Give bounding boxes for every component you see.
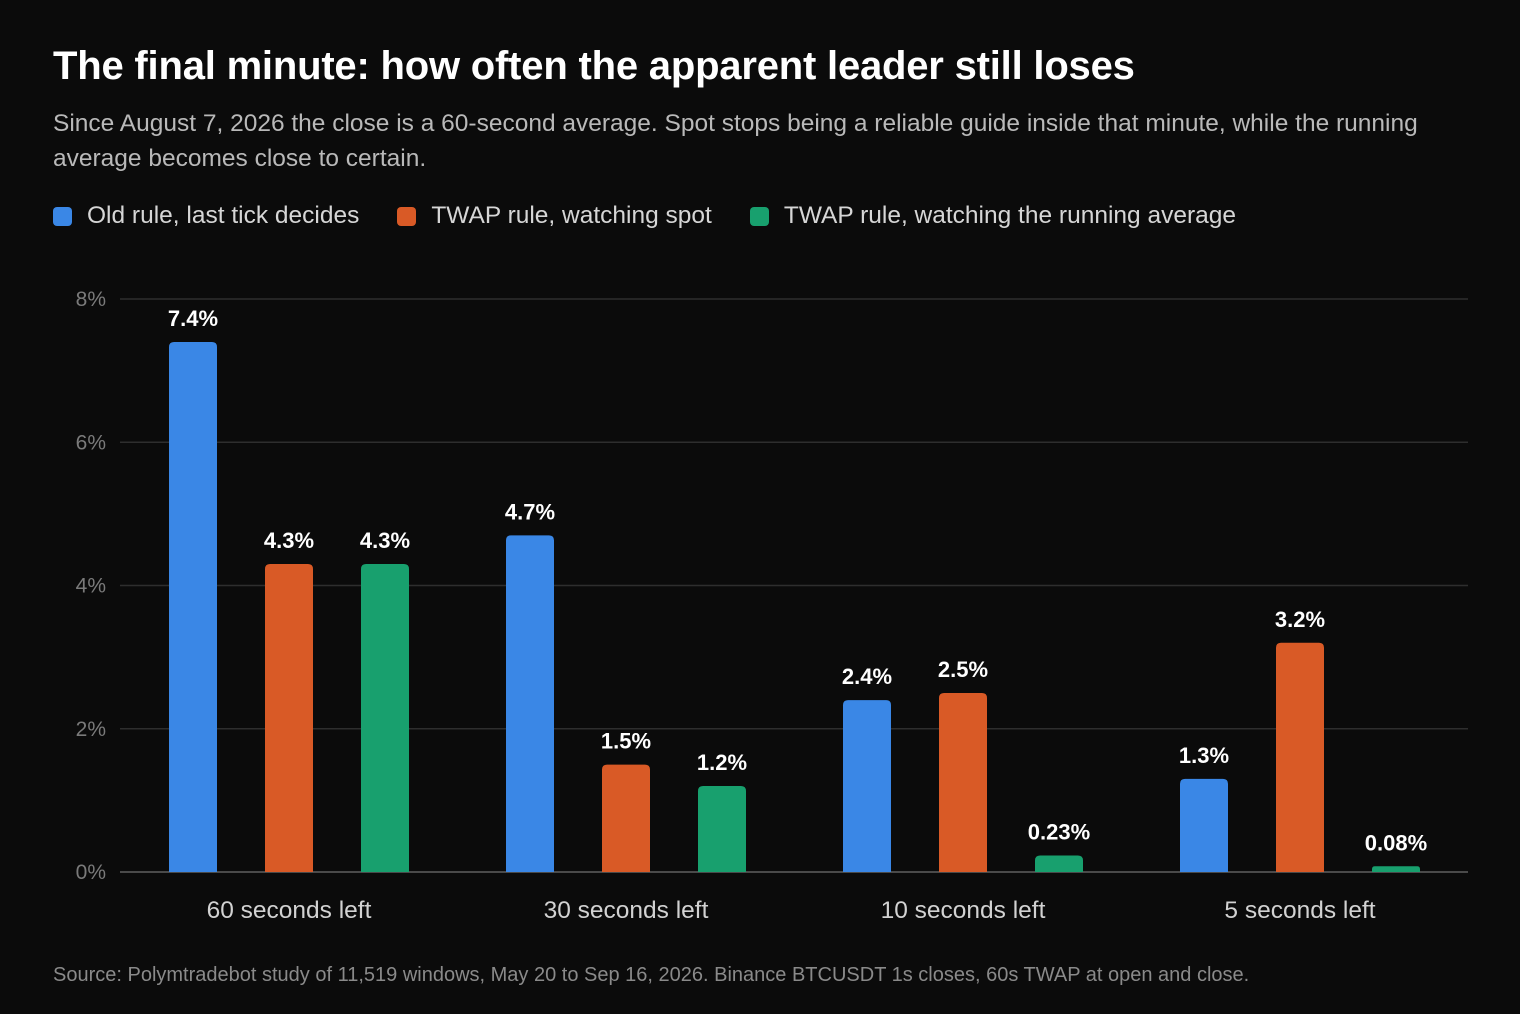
bar [1276,642,1324,872]
source-note: Source: Polymtradebot study of 11,519 wi… [53,964,1250,986]
y-tick-label: 6% [76,431,106,454]
data-label: 4.7% [505,499,555,524]
bar [1180,778,1228,872]
bar [698,786,746,872]
legend-label-twap-average: TWAP rule, watching the running average [783,202,1236,229]
data-label: 0.23% [1028,820,1090,845]
bar [506,535,554,872]
legend-label-old-rule: Old rule, last tick decides [87,202,360,229]
x-tick-label: 60 seconds left [207,897,372,924]
x-tick-label: 10 seconds left [881,897,1046,924]
y-tick-label: 0% [76,861,106,884]
bar [843,700,891,872]
data-label: 3.2% [1275,607,1325,632]
legend-item-twap-spot: TWAP rule, watching spot [397,202,712,230]
data-label: 1.3% [1179,743,1229,768]
data-label: 1.2% [697,750,747,775]
bar [602,764,650,872]
data-label: 2.4% [842,664,892,689]
legend-swatch-old-rule [53,206,72,226]
x-tick-label: 30 seconds left [544,897,709,924]
y-tick-label: 4% [76,575,106,598]
bar [361,564,409,872]
bar [939,692,987,872]
y-tick-label: 8% [76,288,106,311]
data-label: 1.5% [601,729,651,754]
legend-swatch-twap-average [749,206,769,226]
legend-item-old-rule: Old rule, last tick decides [53,202,359,230]
legend-label-twap-spot: TWAP rule, watching spot [431,202,712,229]
chart-title: The final minute: how often the apparent… [53,44,1135,88]
legend-item-twap-average: TWAP rule, watching the running average [749,202,1236,230]
legend-swatch-twap-spot [397,206,417,226]
y-tick-label: 2% [76,718,106,741]
data-label: 4.3% [360,528,410,553]
chart-subtitle: Since August 7, 2026 the close is a 60-s… [53,110,1418,172]
legend: Old rule, last tick decides TWAP rule, w… [53,202,1274,230]
data-label: 7.4% [168,306,218,331]
bar [169,341,217,873]
bar [1372,866,1420,872]
bar [265,564,313,872]
data-label: 2.5% [938,657,988,682]
bar [1035,855,1083,872]
data-label: 4.3% [264,528,314,553]
x-tick-label: 5 seconds left [1224,897,1375,924]
data-label: 0.08% [1365,830,1427,855]
